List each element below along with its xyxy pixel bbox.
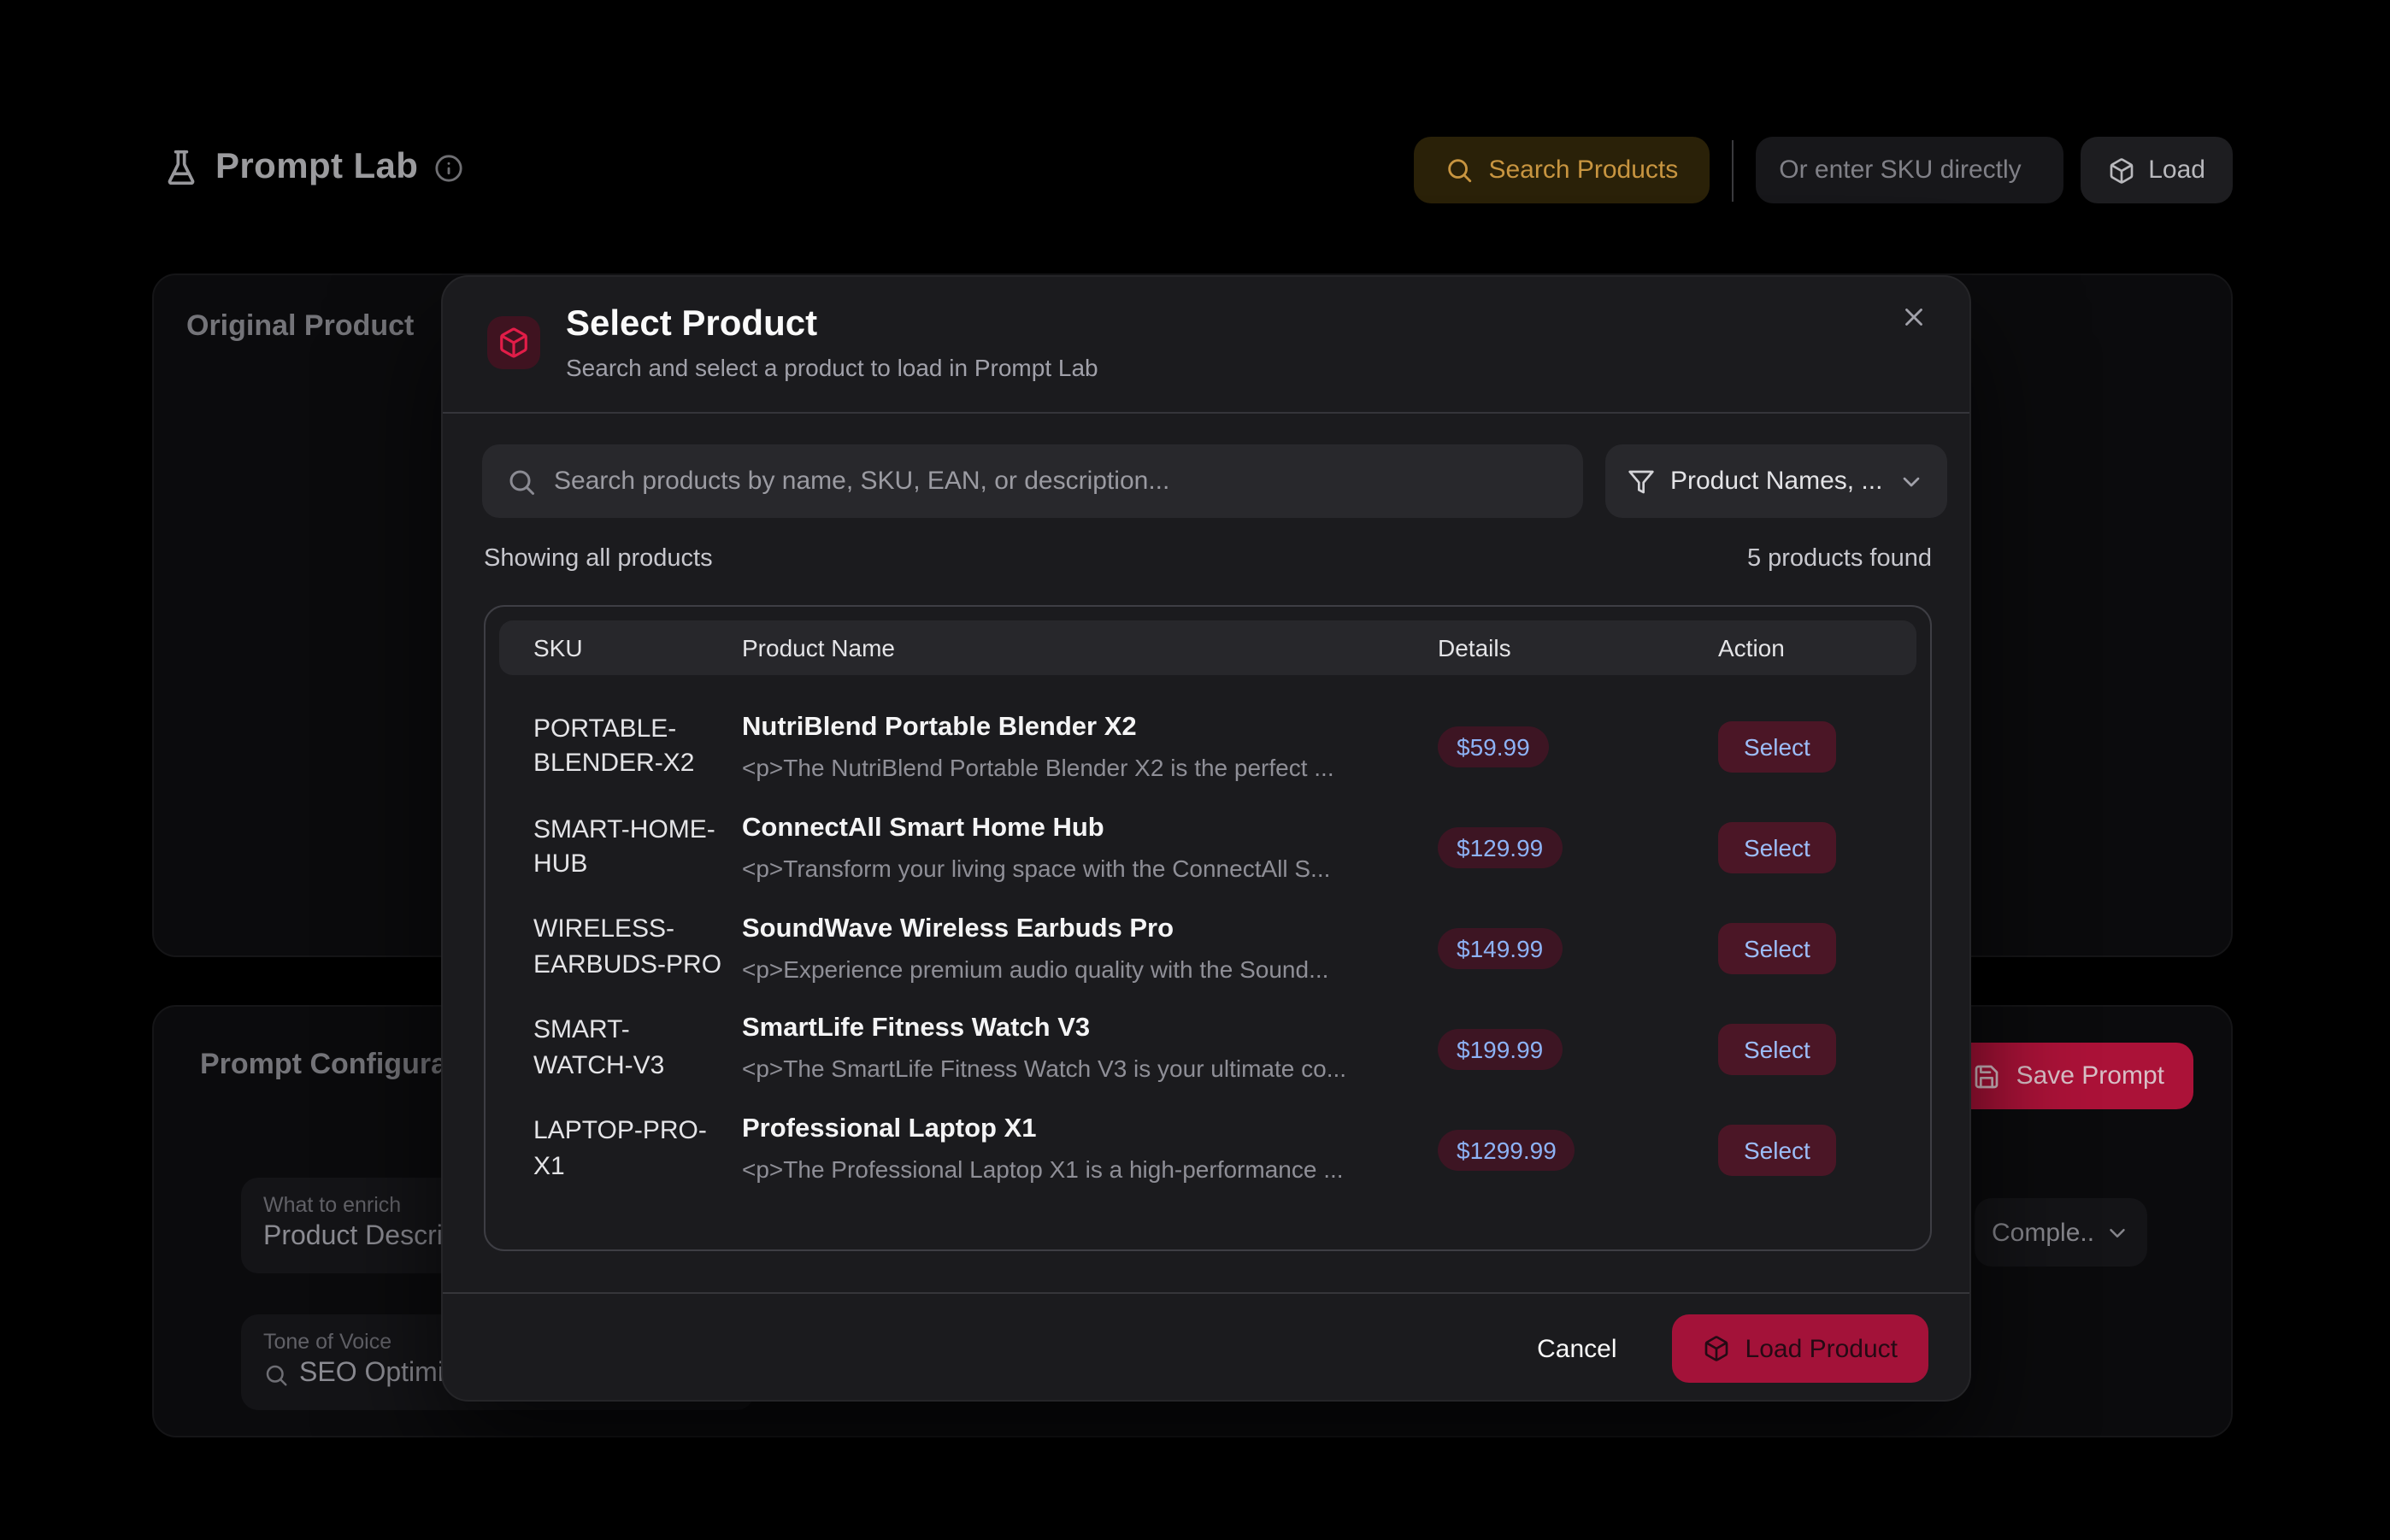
search-products-label: Search Products	[1488, 156, 1679, 185]
select-button[interactable]: Select	[1718, 1023, 1836, 1075]
results-status: Showing all products 5 products found	[484, 545, 1932, 573]
product-description: <p>The SmartLife Fitness Watch V3 is you…	[742, 1055, 1347, 1083]
col-sku: SKU	[533, 634, 583, 661]
completeness-dropdown[interactable]: Comple...	[1975, 1198, 2147, 1267]
price-badge: $59.99	[1438, 726, 1549, 768]
price-badge: $149.99	[1438, 928, 1563, 970]
showing-text: Showing all products	[484, 545, 713, 573]
select-button[interactable]: Select	[1718, 822, 1836, 874]
page-title: Prompt Lab	[215, 147, 419, 186]
product-name: Professional Laptop X1	[742, 1114, 1037, 1144]
found-count: 5 products found	[1746, 545, 1932, 573]
save-prompt-button[interactable]: Save Prompt	[1944, 1043, 2193, 1109]
modal-subtitle: Search and select a product to load in P…	[566, 354, 1098, 381]
product-sku: SMART-WATCH-V3	[533, 1015, 665, 1080]
product-search-field[interactable]	[482, 444, 1583, 518]
modal-footer: Cancel Load Product	[443, 1292, 1969, 1403]
price-badge: $199.99	[1438, 1028, 1563, 1070]
product-sku: LAPTOP-PRO-X1	[533, 1115, 707, 1181]
load-label: Load	[2148, 156, 2205, 185]
product-name: NutriBlend Portable Blender X2	[742, 713, 1137, 742]
table-row: SMART-HOME-HUB ConnectAll Smart Home Hub…	[486, 798, 1930, 899]
search-icon	[1444, 156, 1473, 185]
search-icon	[506, 466, 537, 497]
product-description: <p>Experience premium audio quality with…	[742, 955, 1329, 983]
modal-title: Select Product	[566, 304, 818, 344]
magnifier-icon	[263, 1361, 289, 1387]
product-name: SmartLife Fitness Watch V3	[742, 1014, 1091, 1043]
price-badge: $1299.99	[1438, 1129, 1575, 1171]
col-action: Action	[1718, 634, 1785, 661]
funnel-icon	[1628, 467, 1655, 495]
chevron-down-icon	[1898, 467, 1925, 495]
modal-header: Select Product Search and select a produ…	[443, 277, 1969, 414]
load-button[interactable]: Load	[2080, 137, 2233, 203]
package-icon	[487, 316, 540, 369]
table-row: SMART-WATCH-V3 SmartLife Fitness Watch V…	[486, 999, 1930, 1100]
save-prompt-label: Save Prompt	[2016, 1061, 2164, 1090]
original-product-title: Original Product	[186, 309, 415, 342]
save-icon	[1974, 1062, 2001, 1090]
select-product-modal: Select Product Search and select a produ…	[441, 275, 1971, 1402]
app-header: Prompt Lab	[162, 147, 462, 188]
tone-of-voice-label: Tone of Voice	[263, 1330, 392, 1354]
info-icon[interactable]	[433, 153, 462, 182]
chevron-down-icon	[2104, 1220, 2130, 1245]
product-name: ConnectAll Smart Home Hub	[742, 813, 1104, 843]
topbar-actions: Search Products Load	[1413, 137, 2233, 203]
package-icon	[2107, 156, 2134, 184]
product-sku: PORTABLE-BLENDER-X2	[533, 714, 695, 779]
select-button[interactable]: Select	[1718, 721, 1836, 773]
col-details: Details	[1438, 634, 1511, 661]
product-description: <p>The Professional Laptop X1 is a high-…	[742, 1155, 1344, 1184]
filter-value: Product Names, ...	[1670, 467, 1883, 496]
table-row: PORTABLE-BLENDER-X2 NutriBlend Portable …	[486, 697, 1930, 798]
product-sku: WIRELESS-EARBUDS-PRO	[533, 914, 722, 980]
divider	[1731, 139, 1734, 201]
price-badge: $129.99	[1438, 827, 1563, 869]
product-name: SoundWave Wireless Earbuds Pro	[742, 914, 1174, 943]
flask-icon	[162, 149, 200, 186]
product-sku: SMART-HOME-HUB	[533, 814, 715, 879]
what-to-enrich-label: What to enrich	[263, 1193, 402, 1217]
select-button[interactable]: Select	[1718, 923, 1836, 975]
table-header-row: SKU Product Name Details Action	[499, 620, 1916, 675]
package-icon	[1703, 1335, 1730, 1362]
cancel-button[interactable]: Cancel	[1537, 1334, 1617, 1363]
product-description: <p>Transform your living space with the …	[742, 854, 1331, 882]
table-row: WIRELESS-EARBUDS-PRO SoundWave Wireless …	[486, 898, 1930, 999]
filter-dropdown[interactable]: Product Names, ...	[1605, 444, 1948, 518]
product-search-input[interactable]	[554, 467, 1559, 496]
load-product-label: Load Product	[1745, 1334, 1898, 1363]
close-icon[interactable]	[1891, 294, 1935, 338]
completeness-value: Comple...	[1992, 1218, 2094, 1247]
col-name: Product Name	[742, 634, 895, 661]
sku-input[interactable]	[1755, 137, 2063, 203]
search-products-button[interactable]: Search Products	[1413, 137, 1710, 203]
product-description: <p>The NutriBlend Portable Blender X2 is…	[742, 753, 1334, 781]
select-button[interactable]: Select	[1718, 1124, 1836, 1176]
products-table: SKU Product Name Details Action PORTABLE…	[484, 605, 1932, 1251]
load-product-button[interactable]: Load Product	[1671, 1314, 1928, 1383]
table-row: LAPTOP-PRO-X1 Professional Laptop X1 <p>…	[486, 1100, 1930, 1201]
